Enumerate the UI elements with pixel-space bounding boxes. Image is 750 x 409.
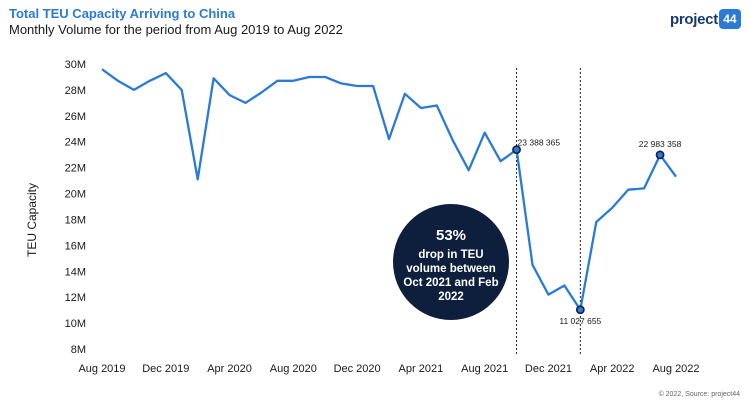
chart-subtitle: Monthly Volume for the period from Aug 2… — [9, 22, 343, 37]
x-tick-label: Apr 2022 — [590, 363, 635, 375]
x-tick-label: Apr 2021 — [399, 363, 444, 375]
data-point-label: 22 983 358 — [639, 139, 682, 149]
y-tick-label: 10M — [65, 318, 86, 330]
callout-text-line: 2022 — [438, 291, 464, 303]
y-tick-label: 26M — [65, 111, 86, 123]
callout-text: drop in TEU volume between Oct 2021 and Fe… — [403, 249, 498, 303]
data-point-label: 11 027 655 — [559, 316, 601, 326]
x-tick-label: Apr 2020 — [207, 363, 252, 375]
callout-percent: 53% — [436, 227, 466, 244]
x-axis-ticks: Aug 2019 Dec 2019 Apr 2020 Aug 2020 Dec 2020… — [78, 363, 699, 375]
y-tick-label: 20M — [65, 189, 86, 201]
y-axis-ticks: 8M 10M 12M 14M 16M 18M 20M 22M 24M 26M 28M 30M — [65, 59, 86, 356]
y-tick-label: 8M — [71, 344, 86, 356]
y-axis-label: TEU Capacity — [25, 183, 39, 257]
source-footnote: © 2022, Source: project44 — [658, 391, 740, 398]
project44-logo: project 44 — [670, 8, 741, 30]
x-tick-label: Dec 2020 — [334, 363, 381, 375]
y-tick-label: 24M — [65, 137, 86, 149]
y-tick-label: 14M — [65, 266, 86, 278]
data-point-marker — [575, 305, 585, 315]
series-line — [101, 68, 677, 311]
x-tick-label: Aug 2020 — [270, 363, 317, 375]
x-tick-label: Dec 2019 — [142, 363, 189, 375]
y-tick-label: 18M — [65, 214, 86, 226]
x-tick-label: Aug 2021 — [461, 363, 508, 375]
data-point-marker — [655, 150, 665, 160]
callout-text-line: Oct 2021 and Feb — [403, 277, 498, 289]
x-tick-label: Aug 2019 — [78, 363, 125, 375]
y-tick-label: 22M — [65, 163, 86, 175]
data-labels: 23 388 365 11 027 655 22 983 358 — [518, 138, 682, 326]
y-tick-label: 28M — [65, 85, 86, 97]
data-point-label: 23 388 365 — [518, 138, 561, 148]
annotated-points — [512, 145, 665, 315]
callout-circle — [393, 204, 509, 320]
data-point-marker — [512, 145, 521, 155]
chart-title: Total TEU Capacity Arriving to China — [9, 6, 236, 21]
x-tick-label: Dec 2021 — [525, 363, 572, 375]
logo-badge: 44 — [718, 9, 741, 29]
drop-callout: 53% drop in TEU volume between Oct 2021 an… — [393, 204, 509, 320]
callout-text-line: drop in TEU — [418, 249, 483, 261]
y-tick-label: 16M — [65, 240, 86, 252]
callout-text-line: volume between — [406, 263, 495, 275]
logo-text: project — [670, 10, 718, 28]
y-tick-label: 30M — [65, 59, 86, 71]
y-tick-label: 12M — [65, 292, 86, 304]
x-tick-label: Aug 2022 — [652, 363, 699, 375]
